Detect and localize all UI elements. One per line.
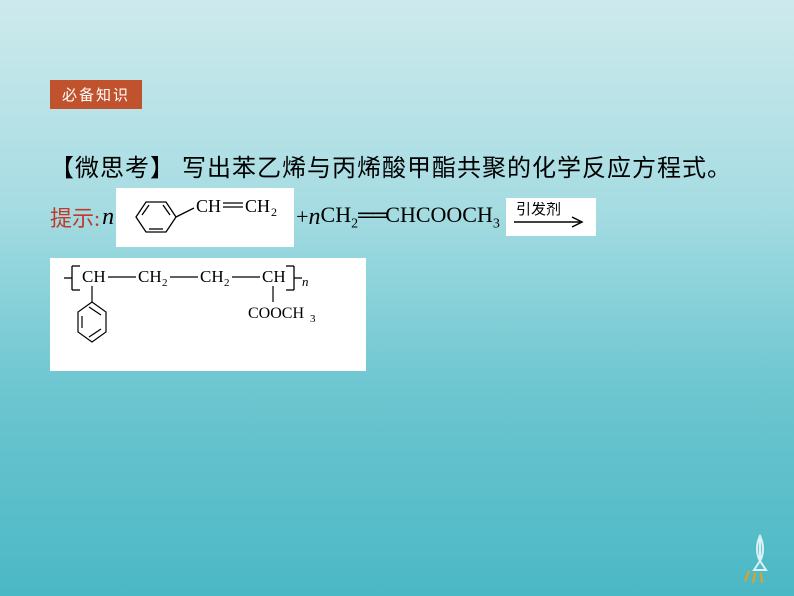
svg-text:3: 3 [310,313,316,325]
reaction-arrow: 引发剂 [506,198,596,236]
product-structure: CH CH 2 CH 2 CH n [50,258,366,371]
badge-required-knowledge: 必备知识 [50,80,142,109]
arrow-svg: 引发剂 [512,202,590,232]
slide-root: 必备知识 【微思考】 写出苯乙烯与丙烯酸甲酯共聚的化学反应方程式。 提示: n … [0,0,794,596]
question-text: 写出苯乙烯与丙烯酸甲酯共聚的化学反应方程式。 [182,156,732,182]
coef-n-2: n [309,204,321,231]
coef-n-1: n [102,204,114,231]
arrow-top-label: 引发剂 [516,202,561,218]
styrene-structure: CH CH 2 [116,188,294,247]
svg-text:CH: CH [262,267,286,286]
styrene-svg: CH CH 2 [120,190,290,245]
svg-text:CH: CH [138,267,162,286]
product-svg: CH CH 2 CH 2 CH n [58,262,358,362]
rocket-icon [730,526,780,586]
svg-text:2: 2 [162,277,168,289]
svg-text:COOCH: COOCH [248,305,304,322]
equation-reactants: 提示: n CH CH 2 [50,182,596,252]
svg-text:CH: CH [200,267,224,286]
svg-text:CH: CH [82,267,106,286]
question-label: 【微思考】 [50,156,175,182]
methyl-acrylate: CH2══CHCOOCH3 [321,202,500,232]
question-line: 【微思考】 写出苯乙烯与丙烯酸甲酯共聚的化学反应方程式。 [50,148,732,183]
svg-text:CH: CH [245,196,270,216]
hint-label: 提示: [50,201,100,233]
repeat-n: n [302,274,309,289]
svg-text:2: 2 [224,277,230,289]
plus-sign: + [296,204,308,230]
styrene-chain-text: CH [196,196,221,216]
svg-text:2: 2 [271,205,277,219]
